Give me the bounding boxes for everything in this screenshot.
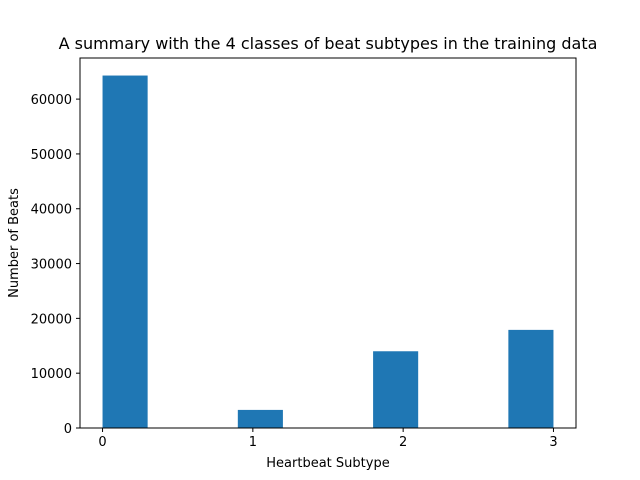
chart-title: A summary with the 4 classes of beat sub… — [59, 34, 598, 53]
x-axis: 0 1 2 3 — [98, 428, 558, 450]
y-tick-label: 10000 — [31, 367, 72, 382]
plot-frame — [79, 57, 577, 429]
y-axis-label: Number of Beats — [7, 188, 22, 298]
x-tick-label: 0 — [98, 435, 106, 450]
y-tick-label: 40000 — [31, 203, 72, 218]
bar-subtype-2 — [373, 351, 419, 428]
y-tick-label: 20000 — [31, 312, 72, 327]
y-tick-label: 30000 — [31, 258, 72, 273]
y-tick-label: 50000 — [31, 148, 72, 163]
bar-subtype-0 — [102, 75, 148, 428]
x-axis-label: Heartbeat Subtype — [266, 456, 389, 471]
bars-group — [102, 75, 554, 428]
y-tick-label: 60000 — [31, 93, 72, 108]
y-axis: 0 10000 20000 30000 40000 50000 60000 — [31, 93, 80, 437]
x-tick-label: 1 — [249, 435, 257, 450]
x-tick-label: 3 — [549, 435, 557, 450]
x-tick-label: 2 — [399, 435, 407, 450]
y-tick-label: 0 — [64, 422, 72, 437]
bar-subtype-1 — [237, 409, 283, 428]
bar-subtype-3 — [508, 329, 554, 428]
